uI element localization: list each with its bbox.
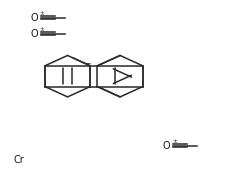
Text: O: O (30, 13, 38, 23)
Text: −: − (84, 59, 91, 68)
Text: O: O (30, 29, 38, 39)
Text: ±: ± (40, 27, 45, 32)
Text: ±: ± (40, 11, 45, 16)
Text: O: O (163, 141, 170, 151)
Text: ±: ± (172, 139, 177, 143)
Text: Cr: Cr (14, 155, 25, 165)
